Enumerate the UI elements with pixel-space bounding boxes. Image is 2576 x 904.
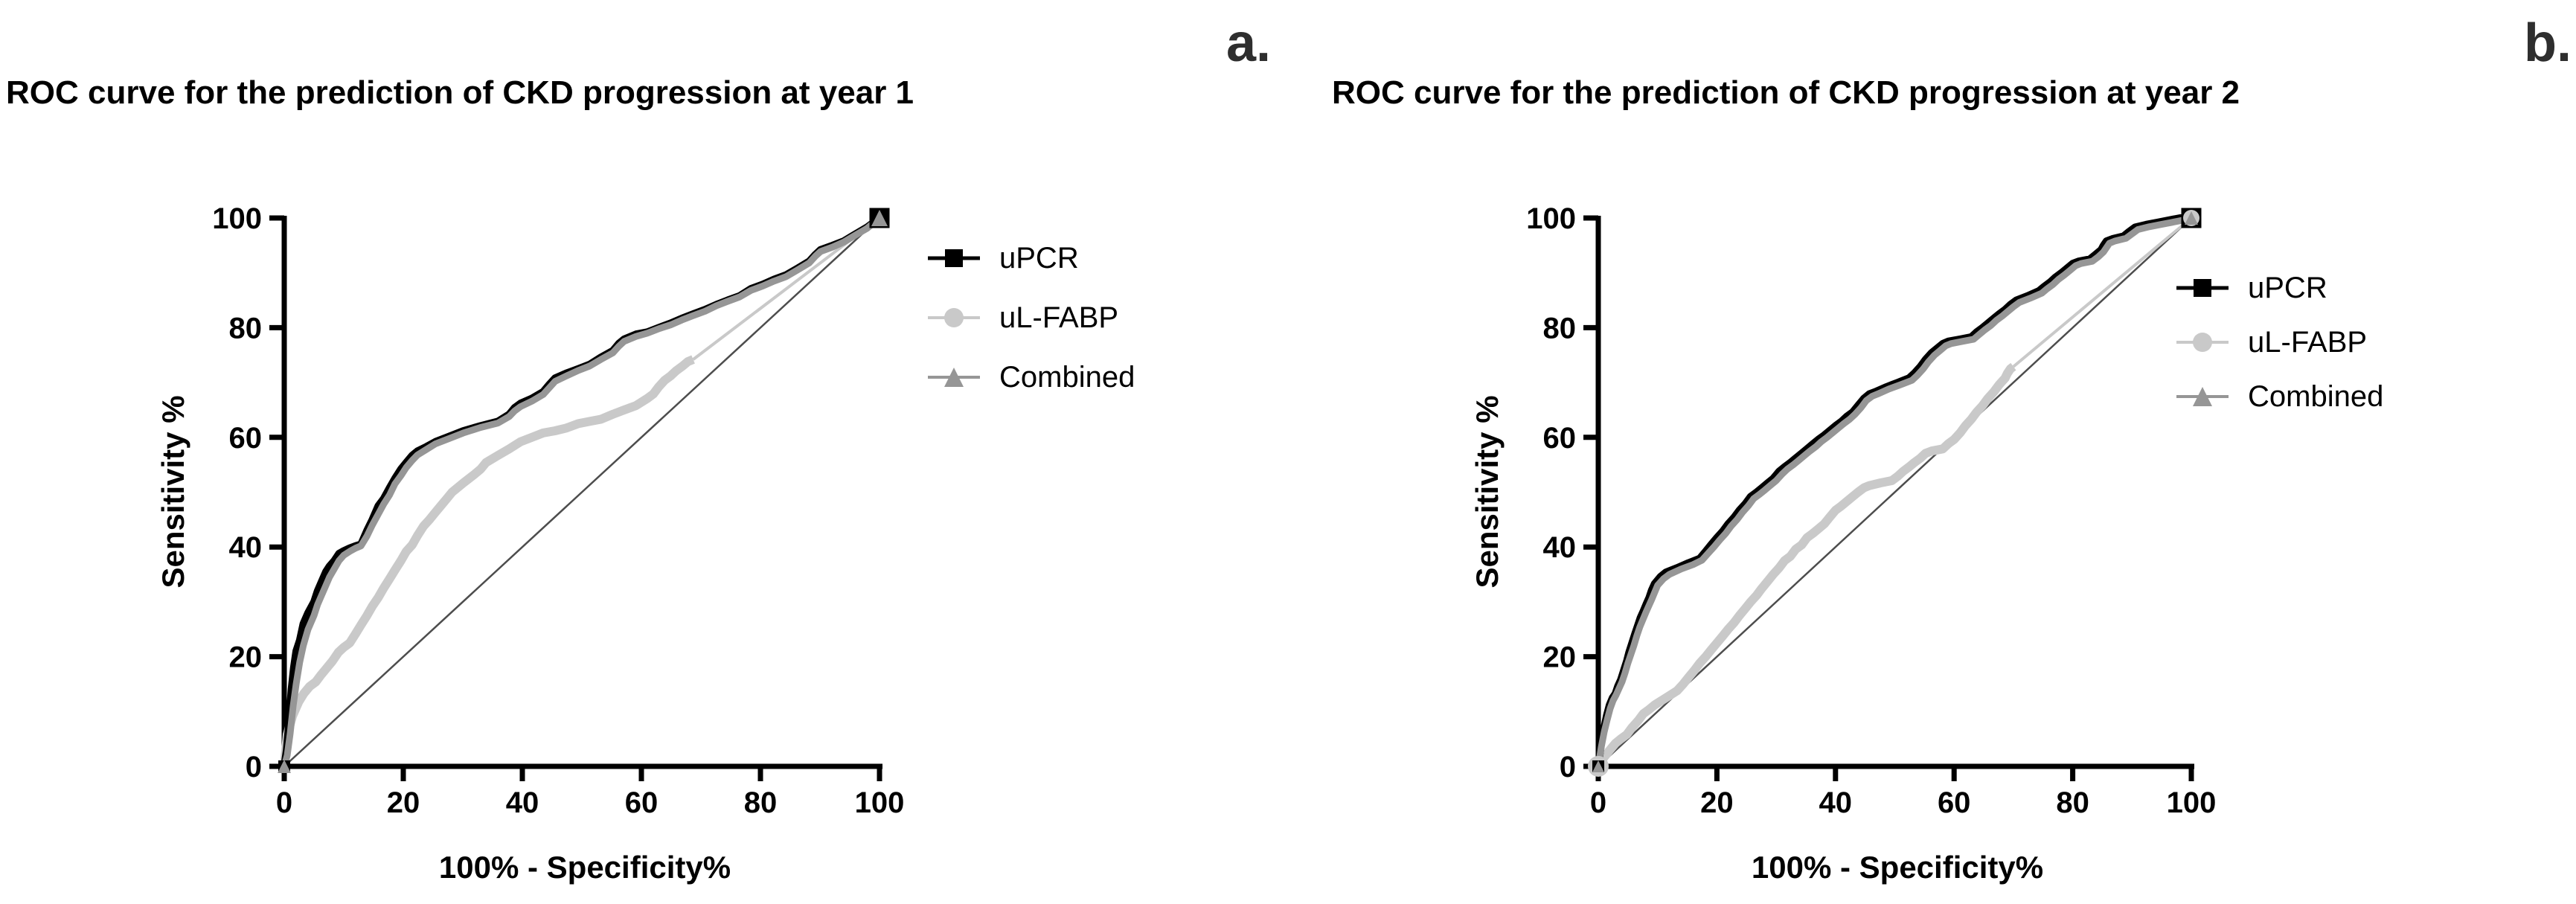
panel-a-title: ROC curve for the prediction of CKD prog… — [6, 74, 914, 111]
panel-a-xlabel: 100% - Specificity% — [438, 850, 731, 885]
upcr-square-icon — [928, 249, 980, 267]
legend-item-ul-fabp: uL-FABP — [928, 301, 1118, 334]
roc-panel-a: 0 20 40 60 80 100 0 20 40 60 80 100 — [212, 202, 904, 819]
y-tick-label: 20 — [1543, 641, 1577, 674]
legend-item-upcr-b: uPCR — [2176, 272, 2327, 304]
diagonal-reference-line — [283, 217, 880, 767]
legend-label-ul-fabp: uL-FABP — [2248, 325, 2368, 359]
y-tick-label: 100 — [212, 202, 262, 235]
ul-fabp-circle-icon — [928, 308, 980, 327]
origin-triangle-marker — [278, 760, 291, 773]
x-tick-label: 0 — [276, 786, 292, 819]
legend-label-ul-fabp: uL-FABP — [999, 301, 1119, 334]
origin-triangle-marker — [1592, 760, 1604, 772]
combined-triangle-icon — [928, 368, 980, 387]
upcr-square-icon — [2176, 279, 2229, 297]
panel-b-title: ROC curve for the prediction of CKD prog… — [1332, 74, 2240, 111]
endpoint-triangle-marker — [2185, 211, 2198, 225]
x-tick-label: 20 — [387, 786, 420, 819]
y-tick-label: 40 — [229, 531, 263, 564]
legend-item-combined-b: Combined — [2176, 380, 2383, 413]
y-tick-label: 40 — [1543, 531, 1577, 564]
x-tick-label: 60 — [625, 786, 659, 819]
circle-icon — [2193, 333, 2212, 352]
legend-label-combined: Combined — [2248, 379, 2384, 413]
x-tick-label: 0 — [1590, 786, 1606, 819]
y-tick-label: 60 — [1543, 422, 1577, 455]
x-tick-label: 80 — [2056, 786, 2089, 819]
x-tick-label: 40 — [506, 786, 539, 819]
x-tick-label: 60 — [1938, 786, 1971, 819]
combined-triangle-icon — [2176, 387, 2229, 406]
square-icon — [2194, 279, 2211, 297]
ul-fabp-circle-icon — [2176, 333, 2229, 352]
curve-combined — [281, 215, 882, 768]
endpoint-triangle-marker — [871, 210, 888, 226]
x-tick-label: 80 — [744, 786, 778, 819]
x-tick-label: 100 — [2167, 786, 2217, 819]
curve-tail-ul-fabp — [2012, 217, 2193, 368]
x-tick-label: 100 — [855, 786, 905, 819]
legend-item-upcr: uPCR — [928, 242, 1079, 275]
y-tick-label: 0 — [246, 751, 262, 783]
y-tick-label: 100 — [1526, 202, 1576, 235]
y-tick-label: 0 — [1560, 751, 1576, 783]
panel-b-letter: b. — [2524, 13, 2572, 73]
curve-ul-fabp — [280, 355, 695, 767]
panel-a-letter: a. — [1226, 13, 1272, 73]
legend-label-upcr: uPCR — [2248, 271, 2327, 304]
triangle-icon — [944, 368, 964, 387]
legend-label-upcr: uPCR — [999, 241, 1079, 275]
curve-ul-fabp — [1594, 362, 2016, 769]
circle-icon — [944, 308, 964, 327]
y-tick-label: 60 — [229, 422, 263, 455]
y-tick-label: 80 — [1543, 312, 1577, 344]
x-tick-label: 20 — [1700, 786, 1734, 819]
roc-panel-b: 0 20 40 60 80 100 0 20 40 60 80 100 — [1526, 202, 2216, 819]
diagonal-reference-line — [1598, 217, 2192, 767]
legend-label-combined: Combined — [999, 360, 1135, 394]
square-icon — [945, 249, 963, 267]
legend-item-ul-fabp-b: uL-FABP — [2176, 326, 2367, 359]
triangle-icon — [2193, 387, 2212, 406]
y-tick-label: 20 — [229, 641, 263, 674]
panel-b-xlabel: 100% - Specificity% — [1751, 850, 2044, 885]
y-tick-label: 80 — [229, 312, 263, 344]
x-tick-label: 40 — [1819, 786, 1853, 819]
curve-combined — [1595, 214, 2193, 767]
legend-item-combined: Combined — [928, 361, 1135, 394]
